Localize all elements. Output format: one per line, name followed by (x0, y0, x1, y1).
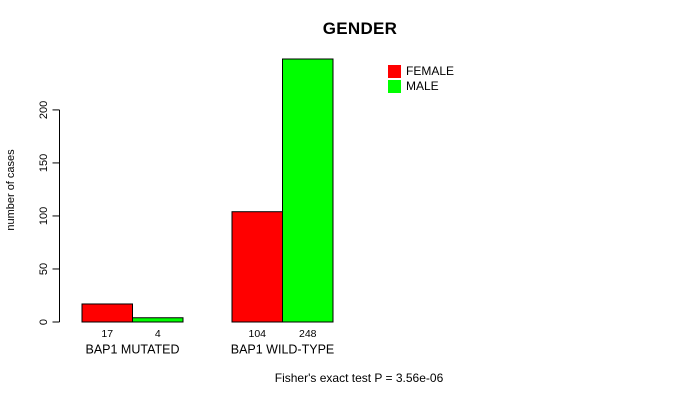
y-axis-tick-label: 150 (38, 154, 50, 172)
bar-value-label: 4 (155, 328, 161, 340)
y-axis-tick-label: 50 (38, 263, 50, 275)
bar-value-label: 17 (101, 328, 113, 340)
annotation-fisher-test: Fisher's exact test P = 3.56e-06 (274, 371, 444, 385)
bar-value-label: 104 (248, 328, 266, 340)
legend-swatch-male (388, 79, 401, 93)
bar-value-label: 248 (299, 328, 317, 340)
bar-female-bap1-mutated (81, 303, 133, 323)
chart-title: GENDER (322, 19, 398, 38)
legend-label-male: MALE (406, 79, 439, 93)
category-label: BAP1 MUTATED (86, 343, 180, 357)
y-axis-tick-label: 200 (38, 101, 50, 119)
legend-swatch-female (388, 64, 401, 78)
bar-male-bap1-mutated (132, 317, 184, 323)
y-axis-tick-label: 100 (38, 207, 50, 225)
bar-female-bap1-wild-type (231, 211, 283, 323)
y-axis-tick-label: 0 (38, 319, 50, 325)
bar-male-bap1-wild-type (282, 58, 334, 323)
legend-item-male: MALE (388, 79, 454, 93)
category-label: BAP1 WILD-TYPE (231, 343, 335, 357)
legend: FEMALE MALE (388, 64, 454, 93)
legend-item-female: FEMALE (388, 64, 454, 78)
legend-label-female: FEMALE (406, 64, 455, 78)
